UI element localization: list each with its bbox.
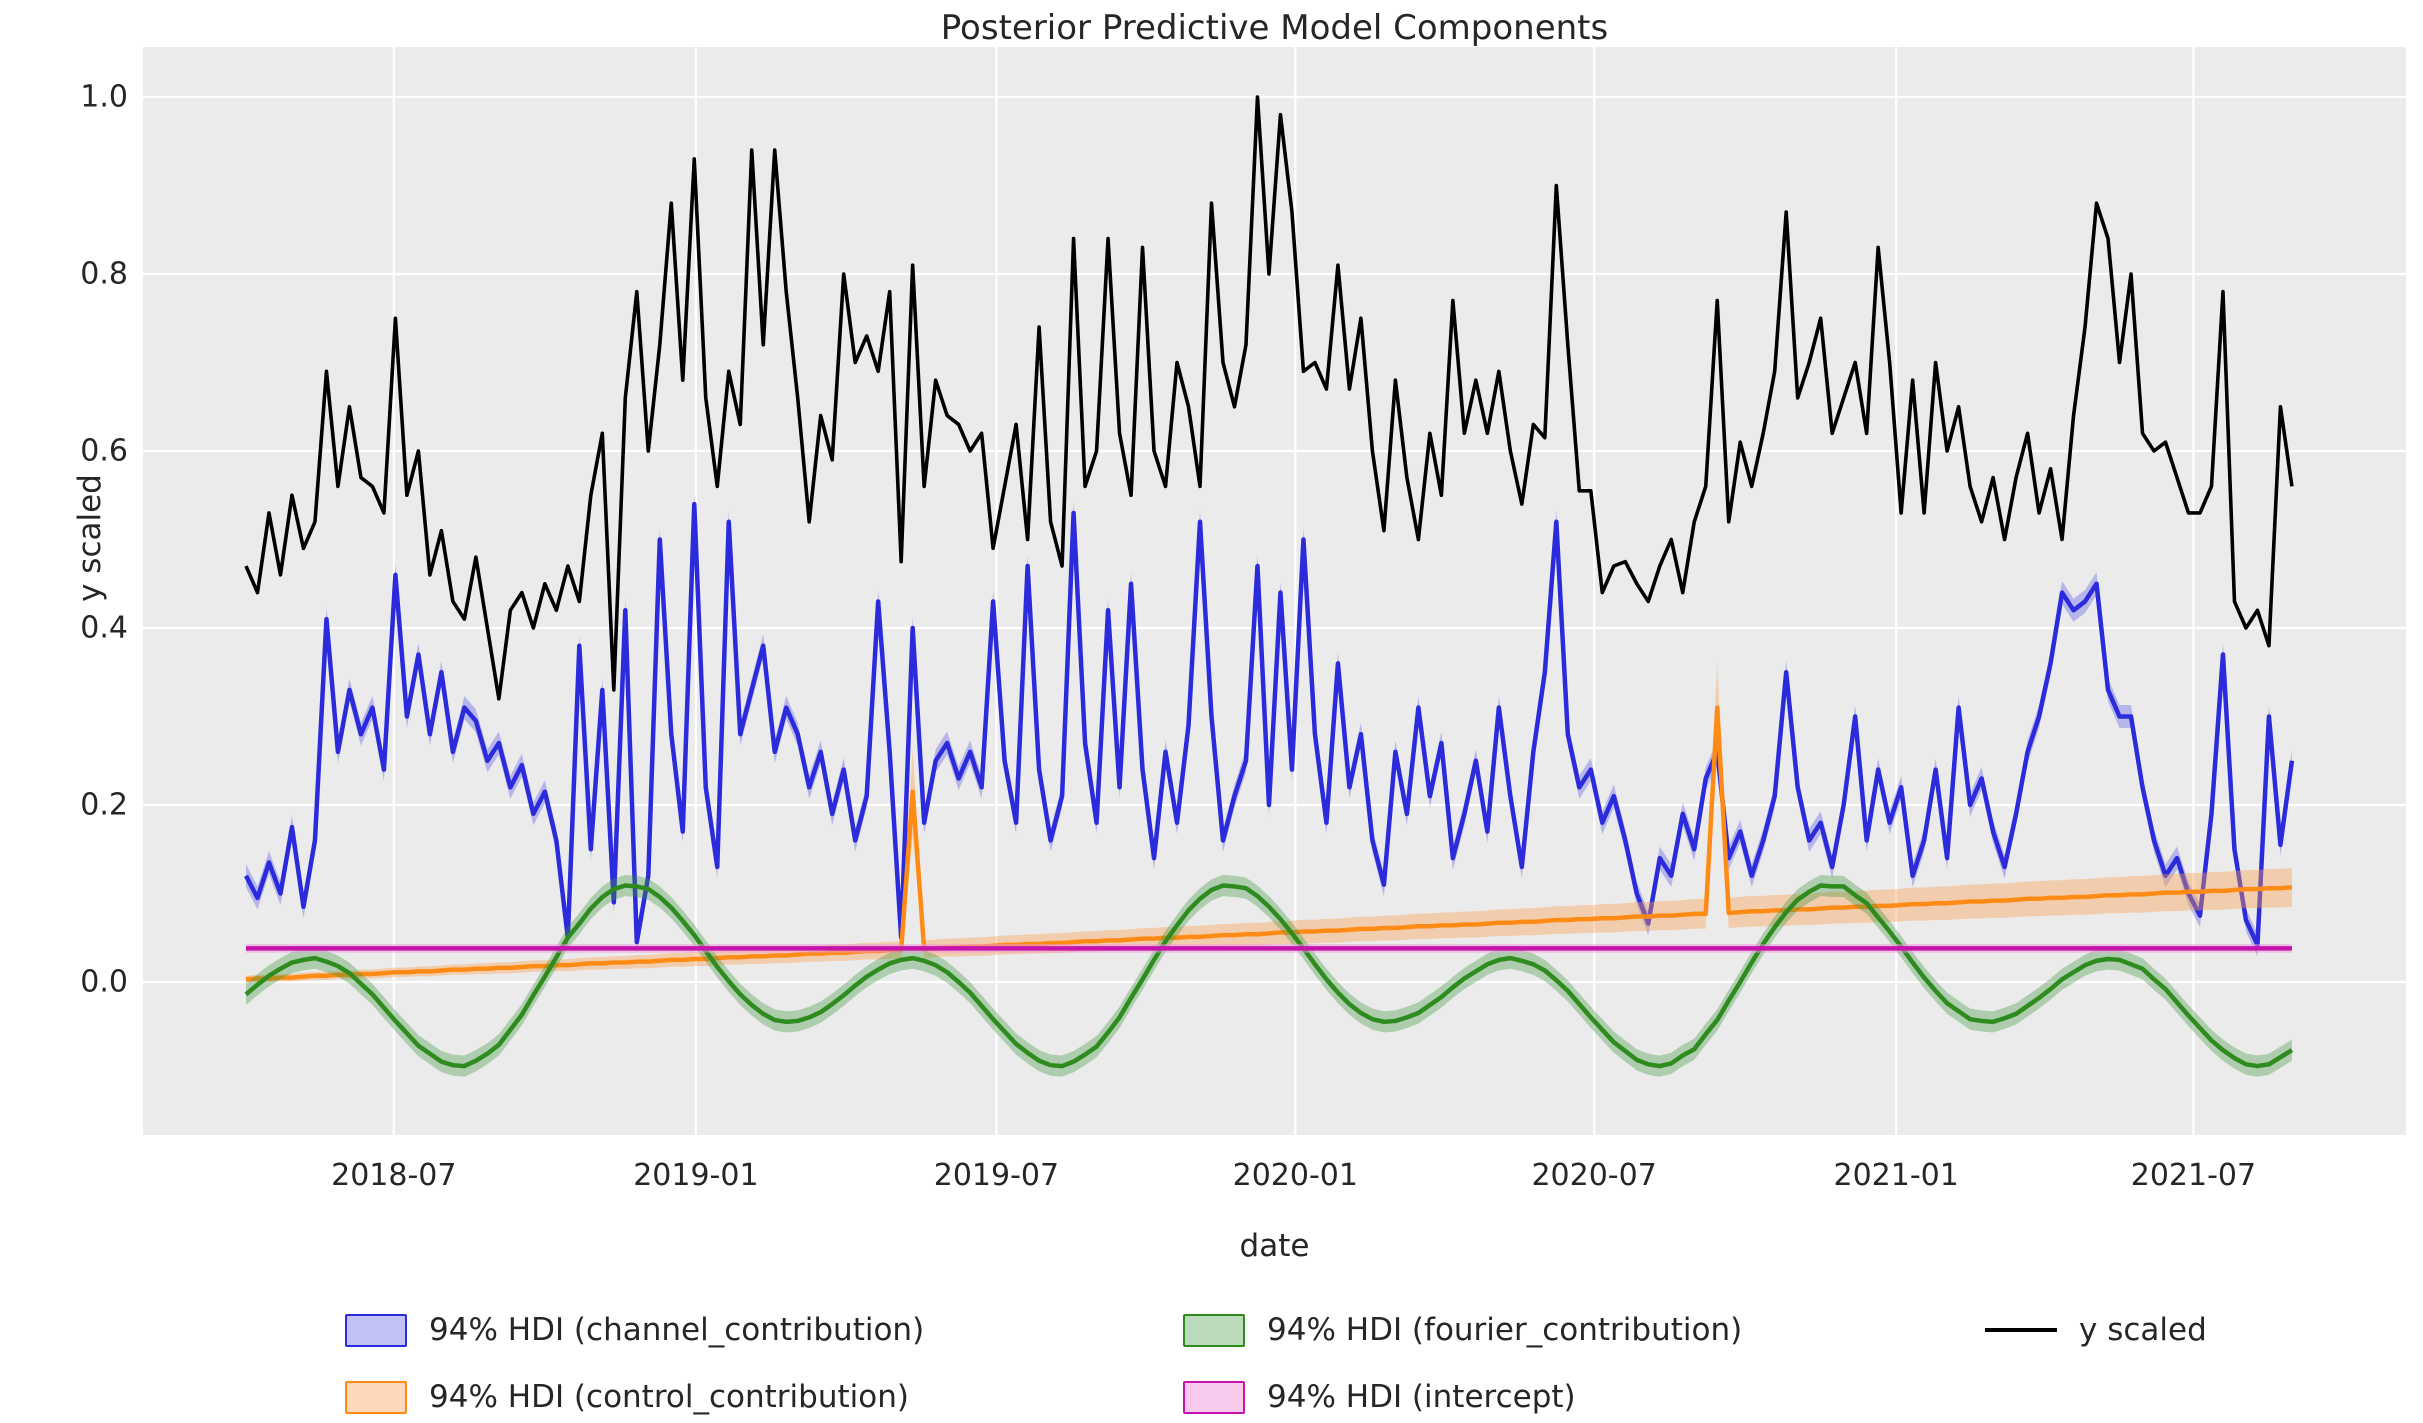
y-tick-label: 0.2: [80, 787, 128, 823]
series-control-contribution-line: [245, 705, 2293, 982]
chart-title: Posterior Predictive Model Components: [940, 8, 1609, 48]
y-tick-label: 1.0: [80, 79, 128, 115]
legend-item-3: 94% HDI (fourier_contribution): [1183, 1312, 1742, 1348]
x-tick-label: 2020-01: [1232, 1158, 1358, 1193]
y-tick-label: 0.6: [80, 433, 128, 469]
series-y-scaled-line: [244, 95, 2294, 701]
legend-patch-icon: [345, 1313, 407, 1347]
x-tick-label: 2021-01: [1833, 1158, 1959, 1193]
y-tick-label: 0.4: [80, 610, 128, 646]
plot-area: [143, 47, 2406, 1135]
series-channel-contribution-line: [244, 501, 2295, 948]
x-axis-label: date: [1239, 1228, 1310, 1264]
legend-item-5: y scaled: [1985, 1312, 2207, 1348]
series-control-contribution-hdi-band: [246, 663, 2292, 983]
y-tick-label: 0.8: [80, 256, 128, 292]
x-tick-label: 2018-07: [331, 1158, 457, 1193]
legend-line-icon: [1985, 1328, 2057, 1332]
legend-item-2: 94% HDI (control_contribution): [345, 1379, 909, 1415]
y-tick-label: 0.0: [80, 964, 128, 1000]
legend-label: 94% HDI (fourier_contribution): [1267, 1312, 1743, 1348]
x-tick-label: 2021-07: [2130, 1158, 2257, 1193]
legend-label: 94% HDI (intercept): [1267, 1379, 1576, 1415]
legend-item-1: 94% HDI (channel_contribution): [345, 1312, 924, 1348]
legend-item-4: 94% HDI (intercept): [1183, 1379, 1576, 1415]
series-fourier-contribution-hdi-band: [246, 874, 2292, 1077]
x-tick-label: 2020-07: [1531, 1158, 1657, 1193]
legend-label: y scaled: [2079, 1312, 2207, 1348]
x-tick-label: 2019-01: [633, 1158, 759, 1193]
legend-label: 94% HDI (channel_contribution): [429, 1312, 925, 1348]
x-tick-label: 2019-07: [933, 1158, 1060, 1193]
legend-patch-icon: [1183, 1380, 1245, 1414]
legend-patch-icon: [345, 1380, 407, 1414]
series-fourier-contribution-line: [244, 883, 2294, 1069]
legend-patch-icon: [1183, 1313, 1245, 1347]
legend-label: 94% HDI (control_contribution): [429, 1379, 909, 1415]
